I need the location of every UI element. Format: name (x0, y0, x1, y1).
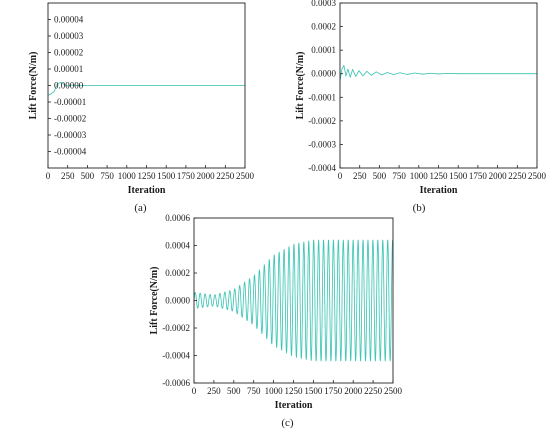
series-line (194, 239, 393, 362)
panel-label: (b) (413, 202, 426, 214)
x-tick-label: 1250 (430, 171, 449, 181)
y-tick-label: 0.0000 (311, 69, 336, 79)
x-tick-label: 2250 (364, 386, 383, 396)
x-tick-label: 750 (247, 386, 261, 396)
x-tick-label: 2500 (384, 386, 403, 396)
y-tick-label: -0.0006 (162, 378, 190, 388)
x-tick-label: 250 (207, 386, 221, 396)
series-line (48, 82, 245, 96)
y-tick-label: -0.00002 (54, 114, 86, 124)
chart-panel-a: 0 250 500 750 1000 1250 1500 1750 2000 2250 2500 -0… (28, 2, 255, 214)
x-tick-label: 0 (46, 171, 51, 181)
panel-label: (c) (281, 417, 294, 429)
chart-panel-c: 0 250 500 750 1000 1250 1500 1750 2000 2250 2500 -0… (149, 213, 403, 429)
y-tick-label: 0.0002 (165, 268, 190, 278)
y-tick-label: -0.0002 (162, 323, 190, 333)
x-tick-label: 500 (373, 171, 387, 181)
x-axis-title: Iteration (128, 185, 166, 196)
y-tick-label: 0.0006 (165, 213, 190, 223)
y-tick-label: 0.00003 (54, 31, 84, 41)
series-line (340, 65, 537, 81)
y-axis-title: Lift Force(N/m) (28, 52, 39, 120)
x-tick-label: 500 (81, 171, 95, 181)
y-tick-label: -0.0002 (308, 116, 336, 126)
panel-label: (a) (134, 202, 147, 214)
x-tick-label: 500 (227, 386, 241, 396)
x-tick-label: 2500 (236, 171, 255, 181)
y-tick-label: 0.0003 (311, 0, 336, 8)
y-tick-label: 0.00000 (54, 81, 84, 91)
y-tick-label: 0.00004 (54, 15, 84, 25)
x-tick-label: 1000 (265, 386, 284, 396)
x-tick-label: 2000 (344, 386, 363, 396)
x-tick-label: 0 (338, 171, 343, 181)
y-tick-label: -0.0004 (308, 163, 336, 173)
y-tick-label: 0.00002 (54, 48, 83, 58)
x-tick-label: 1750 (469, 171, 488, 181)
x-tick-label: 2000 (197, 171, 216, 181)
x-tick-label: 2250 (216, 171, 235, 181)
y-tick-label: -0.0003 (308, 139, 336, 149)
x-tick-label: 2500 (528, 171, 547, 181)
x-tick-label: 1250 (138, 171, 157, 181)
y-tick-label: 0.0002 (311, 22, 336, 32)
x-tick-label: 0 (192, 386, 197, 396)
x-axis-title: Iteration (420, 185, 458, 196)
y-axis-title: Lift Force(N/m) (149, 267, 160, 335)
x-tick-label: 1750 (324, 386, 343, 396)
y-tick-label: -0.0004 (162, 351, 190, 361)
y-tick-label: -0.00003 (54, 130, 87, 140)
x-tick-label: 1250 (285, 386, 304, 396)
y-tick-label: 0.00001 (54, 64, 83, 74)
x-tick-label: 1000 (410, 171, 429, 181)
x-tick-label: 1500 (304, 386, 323, 396)
x-tick-label: 750 (392, 171, 406, 181)
x-tick-label: 250 (353, 171, 367, 181)
y-tick-label: -0.0001 (308, 92, 336, 102)
x-tick-label: 1750 (177, 171, 196, 181)
x-axis-title: Iteration (275, 400, 313, 411)
x-tick-label: 2250 (508, 171, 527, 181)
y-tick-label: 0.0001 (311, 45, 336, 55)
y-axis-title: Lift Force(N/m) (295, 52, 306, 120)
x-tick-label: 250 (61, 171, 75, 181)
y-tick-label: 0.0004 (165, 241, 190, 251)
chart-panel-b: 0 250 500 750 1000 1250 1500 1750 2000 2250 2500 -0… (295, 0, 547, 214)
series-glow (340, 65, 537, 81)
x-tick-label: 1000 (118, 171, 137, 181)
y-tick-label: -0.00001 (54, 97, 86, 107)
y-tick-label: -0.00004 (54, 147, 87, 157)
x-tick-label: 2000 (489, 171, 508, 181)
y-tick-label: 0.0000 (165, 296, 190, 306)
x-tick-label: 1500 (449, 171, 468, 181)
x-tick-label: 750 (100, 171, 114, 181)
x-tick-label: 1500 (157, 171, 176, 181)
plot-frame (339, 2, 538, 169)
